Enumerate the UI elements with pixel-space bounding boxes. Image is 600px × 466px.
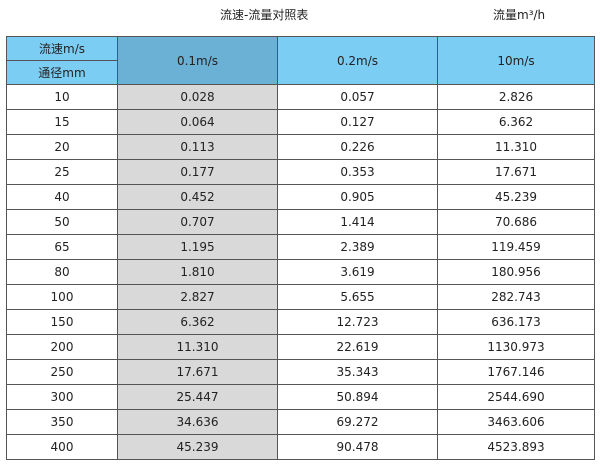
flow-cell: 0.905 xyxy=(277,184,438,210)
flow-cell: 1.195 xyxy=(117,234,278,260)
flow-table: 流速m/s 0.1m/s 0.2m/s 10m/s 通径mm 10 0.028 0.… xyxy=(6,36,595,460)
flow-cell: 3.619 xyxy=(277,259,438,285)
flow-cell: 0.177 xyxy=(117,159,278,185)
flow-cell: 1130.973 xyxy=(437,334,595,360)
flow-cell: 12.723 xyxy=(277,309,438,335)
column-header-0.1[interactable]: 0.1m/s xyxy=(117,36,278,85)
diameter-cell: 20 xyxy=(6,134,118,160)
flow-cell: 0.353 xyxy=(277,159,438,185)
flow-cell: 0.057 xyxy=(277,84,438,110)
table-row: 10 0.028 0.057 2.826 xyxy=(6,84,595,110)
flow-cell: 5.655 xyxy=(277,284,438,310)
header-row: 流速m/s 0.1m/s 0.2m/s 10m/s xyxy=(6,36,595,85)
flow-cell: 1767.146 xyxy=(437,359,595,385)
table-row: 25 0.177 0.353 17.671 xyxy=(6,159,595,185)
flow-cell: 636.173 xyxy=(437,309,595,335)
flow-cell: 3463.606 xyxy=(437,409,595,435)
diameter-cell: 250 xyxy=(6,359,118,385)
flow-cell: 69.272 xyxy=(277,409,438,435)
flow-cell: 11.310 xyxy=(117,334,278,360)
flow-cell: 180.956 xyxy=(437,259,595,285)
table-row: 300 25.447 50.894 2544.690 xyxy=(6,384,595,410)
table-title: 流速-流量对照表 xyxy=(220,8,309,22)
flow-cell: 6.362 xyxy=(117,309,278,335)
flow-cell: 17.671 xyxy=(117,359,278,385)
table-row: 20 0.113 0.226 11.310 xyxy=(6,134,595,160)
flow-cell: 70.686 xyxy=(437,209,595,235)
flow-cell: 2.827 xyxy=(117,284,278,310)
flow-cell: 35.343 xyxy=(277,359,438,385)
flow-cell: 1.414 xyxy=(277,209,438,235)
table-row: 400 45.239 90.478 4523.893 xyxy=(6,434,595,460)
table-row: 50 0.707 1.414 70.686 xyxy=(6,209,595,235)
diameter-cell: 40 xyxy=(6,184,118,210)
flow-cell: 0.028 xyxy=(117,84,278,110)
flow-cell: 4523.893 xyxy=(437,434,595,460)
header-row-2: 通径mm xyxy=(6,60,595,85)
velocity-header: 流速m/s xyxy=(6,36,118,61)
flow-cell: 0.226 xyxy=(277,134,438,160)
diameter-cell: 10 xyxy=(6,84,118,110)
column-header-0.2: 0.2m/s xyxy=(277,36,438,85)
column-header-10: 10m/s xyxy=(437,36,595,85)
diameter-cell: 350 xyxy=(6,409,118,435)
flow-cell: 22.619 xyxy=(277,334,438,360)
diameter-cell: 15 xyxy=(6,109,118,135)
unit-label: 流量m³/h xyxy=(493,8,546,22)
table-row: 80 1.810 3.619 180.956 xyxy=(6,259,595,285)
table-row: 250 17.671 35.343 1767.146 xyxy=(6,359,595,385)
table-row: 350 34.636 69.272 3463.606 xyxy=(6,409,595,435)
diameter-cell: 200 xyxy=(6,334,118,360)
flow-cell: 2.389 xyxy=(277,234,438,260)
flow-cell: 119.459 xyxy=(437,234,595,260)
table-row: 100 2.827 5.655 282.743 xyxy=(6,284,595,310)
flow-cell: 45.239 xyxy=(437,184,595,210)
flow-cell: 2.826 xyxy=(437,84,595,110)
flow-cell: 45.239 xyxy=(117,434,278,460)
diameter-cell: 80 xyxy=(6,259,118,285)
diameter-cell: 65 xyxy=(6,234,118,260)
table-row: 40 0.452 0.905 45.239 xyxy=(6,184,595,210)
flow-cell: 0.452 xyxy=(117,184,278,210)
flow-cell: 90.478 xyxy=(277,434,438,460)
diameter-cell: 400 xyxy=(6,434,118,460)
table-row: 15 0.064 0.127 6.362 xyxy=(6,109,595,135)
table-row: 65 1.195 2.389 119.459 xyxy=(6,234,595,260)
table-row: 200 11.310 22.619 1130.973 xyxy=(6,334,595,360)
flow-cell: 50.894 xyxy=(277,384,438,410)
flow-cell: 34.636 xyxy=(117,409,278,435)
flow-cell: 0.113 xyxy=(117,134,278,160)
flow-cell: 17.671 xyxy=(437,159,595,185)
diameter-header: 通径mm xyxy=(6,60,118,85)
flow-cell: 1.810 xyxy=(117,259,278,285)
table-row: 150 6.362 12.723 636.173 xyxy=(6,309,595,335)
flow-cell: 282.743 xyxy=(437,284,595,310)
flow-cell: 0.707 xyxy=(117,209,278,235)
diameter-cell: 300 xyxy=(6,384,118,410)
diameter-cell: 25 xyxy=(6,159,118,185)
flow-cell: 2544.690 xyxy=(437,384,595,410)
diameter-cell: 150 xyxy=(6,309,118,335)
diameter-cell: 100 xyxy=(6,284,118,310)
flow-cell: 11.310 xyxy=(437,134,595,160)
flow-cell: 6.362 xyxy=(437,109,595,135)
flow-cell: 0.064 xyxy=(117,109,278,135)
flow-cell: 25.447 xyxy=(117,384,278,410)
flow-cell: 0.127 xyxy=(277,109,438,135)
diameter-cell: 50 xyxy=(6,209,118,235)
